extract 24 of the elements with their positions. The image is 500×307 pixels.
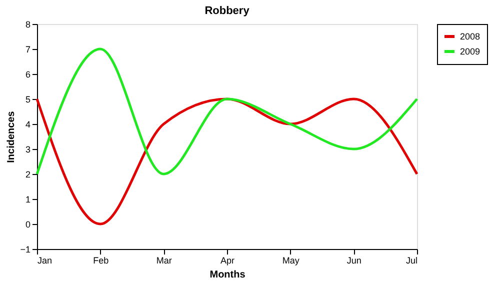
x-tick-label: Jul [406, 256, 418, 266]
y-axis-title: Incidences [6, 110, 18, 163]
x-tick-label: Apr [220, 256, 235, 266]
y-tick-label: −1 [20, 244, 30, 254]
line-series [36, 98, 418, 226]
chart-title: Robbery [204, 5, 250, 17]
x-tick-label: Jan [38, 256, 52, 266]
y-tick-label: 2 [25, 170, 30, 180]
y-tick-label: 8 [25, 20, 30, 30]
x-tick-label: May [282, 256, 300, 266]
y-tick-label: 4 [25, 120, 30, 130]
y-tick-label: 1 [25, 194, 30, 204]
x-tick-label: Feb [93, 256, 109, 266]
y-tick-label: 5 [25, 94, 30, 104]
y-tick-label: 6 [25, 70, 30, 80]
x-tick-label: Jun [346, 256, 362, 266]
y-tick-label: 0 [25, 220, 30, 230]
legend-label: 2008 [460, 32, 480, 42]
legend-label: 2009 [460, 46, 480, 56]
line-series [36, 48, 418, 176]
y-tick-label: 7 [25, 44, 30, 54]
y-tick-label: 3 [25, 144, 30, 154]
x-tick-label: Mar [156, 256, 172, 266]
x-axis-title: Months [210, 270, 246, 280]
